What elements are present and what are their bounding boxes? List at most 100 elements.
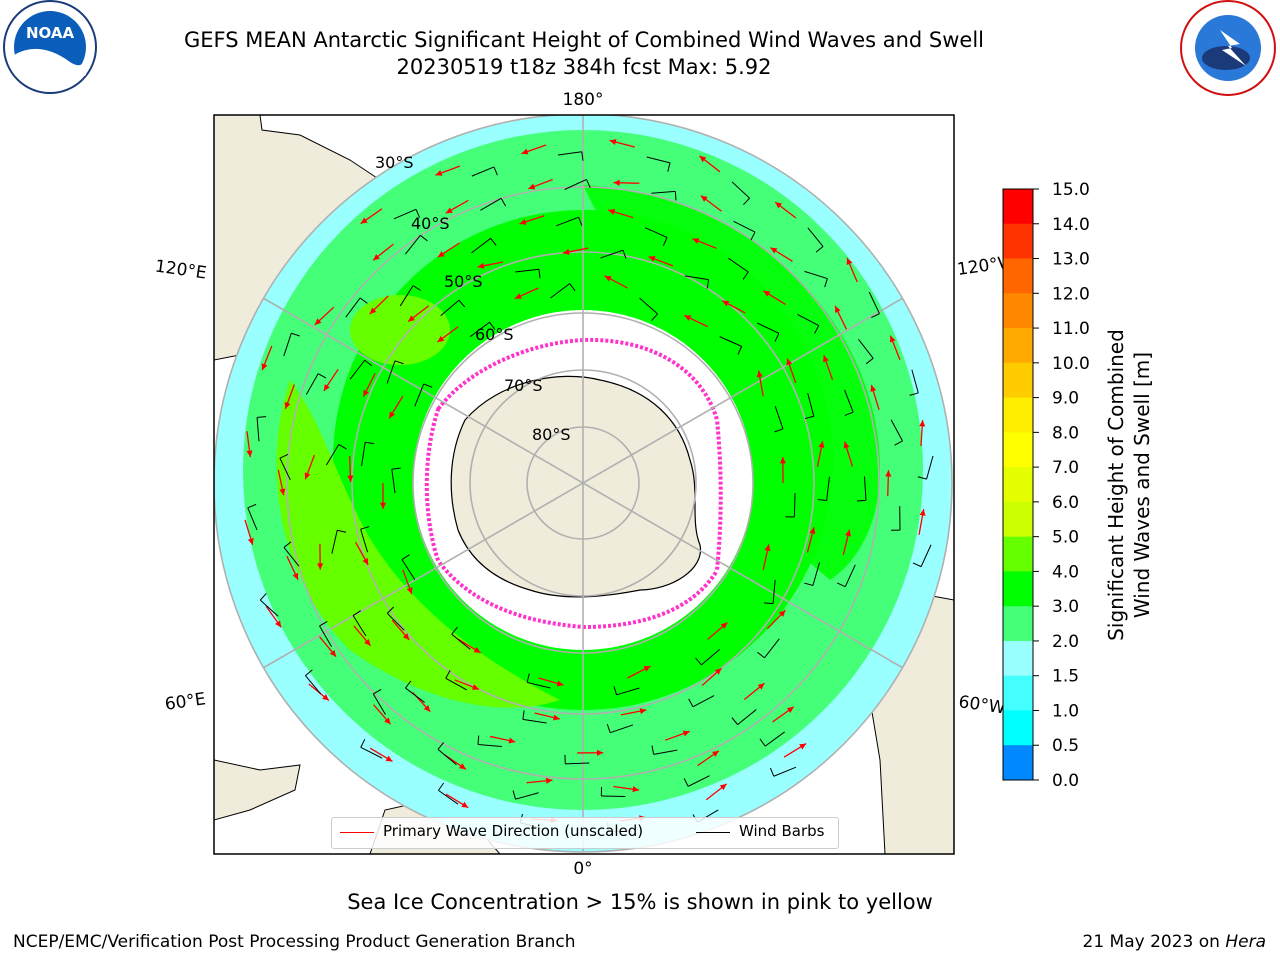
wind-barb [305,669,322,695]
colorbar-tick-label: 13.0 [1052,250,1090,270]
wind-barb [651,190,677,201]
wave-arrow [314,306,335,326]
wind-barb [844,389,854,416]
wind-barb [688,695,715,708]
wind-barb [797,313,820,334]
wind-barb [695,648,721,666]
wind-barb [728,257,749,280]
chart-subtitle: 20230519 t18z 384h fcst Max: 5.92 [396,55,772,79]
colorbar-segment [1003,397,1033,433]
wave-arrow [762,544,771,570]
wind-barb [564,754,590,765]
map-area [214,115,954,854]
wave-arrow [766,609,786,630]
wind-barb [360,739,383,759]
wind-barb [438,782,459,805]
colorbar-segment [1003,675,1033,711]
wave-arrow [489,735,516,744]
nws-logo [1180,0,1276,96]
wave-arrow [538,677,564,687]
wind-barb [731,181,750,206]
lat-label-80s: 80°S [532,425,571,444]
wave-arrow [402,569,413,595]
wind-barb [807,227,824,253]
wind-barb [804,562,820,587]
wave-arrow [885,470,892,497]
wave-arrow [526,777,553,784]
wind-barb [515,268,541,279]
wave-arrow [437,242,460,258]
wave-arrow [613,179,640,186]
colorbar-segment [1003,640,1033,677]
wind-barb [247,503,258,531]
lon-label-60e: 60°E [164,689,207,714]
colorbar-tick-label: 1.5 [1052,667,1079,687]
wave-arrow [756,370,764,397]
wind-barb [405,234,428,255]
wave-arrow [770,247,793,262]
wave-arrow [265,605,282,628]
wave-arrow [772,706,795,723]
wave-arrow [692,238,717,249]
lat-label-70s: 70°S [504,376,543,395]
wind-barb [613,686,640,696]
wind-barb [785,492,796,518]
colorbar-tick-label: 14.0 [1052,215,1090,235]
wind-barb [326,443,347,466]
wind-barb [684,275,710,289]
wind-barb [858,339,874,365]
wave-arrow [701,667,722,687]
wave-arrow [707,621,728,640]
wind-barb [437,742,457,766]
colorbar-segment [1003,467,1033,503]
wind-barb [405,680,425,703]
wave-arrow [435,165,461,176]
wave-arrow [457,638,481,654]
wave-arrow [698,155,721,173]
wind-barb [557,151,584,161]
legend-barb-swatch [696,832,730,833]
wave-arrow [842,529,851,555]
wave-arrow [353,625,372,647]
wind-barb [769,766,797,777]
wave-arrow [514,287,539,300]
wave-arrow [304,454,316,480]
wind-barb [733,220,756,241]
lon-label-top: 180° [563,90,604,110]
wave-arrow [608,208,634,219]
colorbar-segment [1003,745,1033,781]
colorbar-segment [1003,536,1033,572]
wave-arrow [521,144,547,155]
wave-arrow [774,201,797,219]
wind-barb [856,476,867,502]
wave-arrow [354,541,369,566]
chart-title: GEFS MEAN Antarctic Significant Height o… [183,28,985,52]
wave-arrow [783,743,807,758]
wind-barb [731,709,757,726]
colorbar-tick-label: 3.0 [1052,597,1079,617]
colorbar-segment [1003,328,1033,364]
wind-barb [451,626,471,650]
colorbar-tick-label: 4.0 [1052,562,1079,582]
wave-arrow [319,636,337,658]
colorbar-tick-label: 2.0 [1052,632,1079,652]
wave-arrow [277,469,286,496]
lon-label-120e: 120°E [154,257,208,284]
wave-arrow [697,750,720,767]
wind-barb [757,322,780,342]
colorbar-tick-label: 10.0 [1052,354,1090,374]
wave-arrow [823,355,834,381]
noaa-logo-text: NOAA [26,24,75,42]
wave-arrow [834,305,848,330]
lon-label-60w: 60°W [957,692,1006,718]
wind-barb [683,775,710,787]
wave-arrow [284,384,295,410]
wind-barb [471,166,498,177]
wind-barb [759,731,785,747]
wave-arrow [445,199,469,214]
wave-arrow [369,295,389,315]
wind-barb [259,593,279,617]
wind-barb [646,156,671,172]
wave-arrow [372,243,394,261]
wind-barb [764,579,776,605]
